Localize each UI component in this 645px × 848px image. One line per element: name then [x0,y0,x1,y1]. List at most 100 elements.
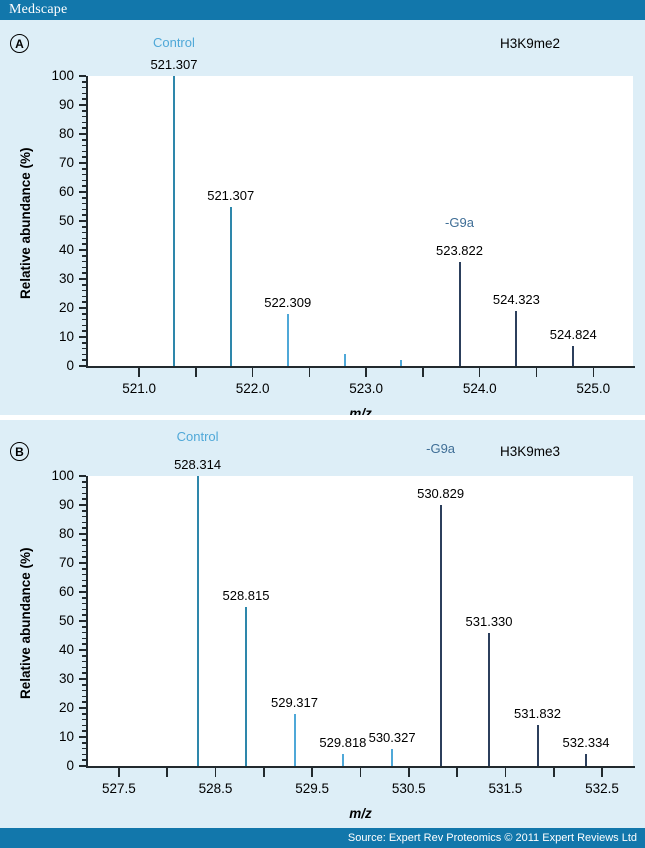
x-axis-tick [118,768,120,777]
x-axis-tick-label: 525.0 [576,381,611,396]
x-axis-tick-label: 523.0 [349,381,384,396]
panel-a-plot-area [88,76,633,366]
y-axis-minor-tick [82,597,86,599]
y-axis-minor-tick [82,544,86,547]
y-axis-minor-tick [82,585,86,587]
y-axis-minor-tick [82,539,86,541]
y-axis-minor-tick [82,481,86,483]
x-axis-tick [214,768,217,777]
spectrum-peak [229,206,232,366]
spectrum-peak [439,505,442,766]
y-axis-minor-tick [82,127,86,129]
y-axis-minor-tick [82,498,86,500]
x-axis-minor-tick [359,768,362,777]
y-axis-minor-tick [82,556,86,558]
y-axis-minor-tick [82,568,86,570]
y-axis-minor-tick [82,353,86,356]
y-axis-minor-tick [82,231,86,234]
y-axis-minor-tick [82,695,86,698]
spectrum-peak [172,76,175,366]
y-axis-tick [79,365,86,367]
y-axis-minor-tick [82,602,86,605]
y-axis-minor-tick [82,515,86,518]
y-axis-title: Relative abundance (%) [18,147,33,299]
x-axis-tick-label: 531.5 [488,781,523,796]
y-axis-tick [79,307,86,309]
y-axis-tick [79,278,86,280]
y-axis-minor-tick [82,492,86,495]
y-axis-tick [79,162,86,164]
y-axis-tick [79,591,86,593]
y-axis-minor-tick [82,724,86,727]
y-axis-tick [79,220,86,222]
peak-label: 522.309 [264,294,312,310]
y-axis-minor-tick [82,301,86,303]
y-axis-minor-tick [82,255,86,257]
x-axis-tick [601,768,603,777]
y-axis-tick-label: 20 [58,300,74,315]
y-axis-tick [79,707,86,709]
y-axis-minor-tick [82,121,86,124]
y-axis-tick-label: 60 [58,184,74,199]
y-axis-minor-tick [82,655,86,657]
y-axis-tick-label: 70 [58,155,74,170]
y-axis-minor-tick [82,214,86,216]
x-axis-tick [311,768,313,777]
y-axis-tick-label: 100 [51,468,74,483]
x-axis-line [86,366,635,368]
peak-label: 524.824 [549,326,597,342]
y-axis-minor-tick [82,672,86,674]
y-axis-minor-tick [82,330,86,332]
y-axis-minor-tick [82,626,86,628]
y-axis-tick [79,336,86,338]
spectrum-peak [488,632,491,766]
x-axis-minor-tick [308,368,311,377]
y-axis-tick-label: 10 [58,329,74,344]
x-axis-tick [365,368,367,377]
y-axis-tick [79,620,86,622]
spectrum-peak [196,476,199,766]
peak-label: 531.832 [514,706,562,722]
y-axis-minor-tick [82,115,86,118]
y-axis-minor-tick [82,179,86,182]
source-footer-bar: Source: Expert Rev Proteomics © 2011 Exp… [0,828,645,848]
y-axis-minor-tick [82,643,86,645]
y-axis-tick-label: 40 [58,242,74,257]
y-axis-minor-tick [82,359,86,361]
y-axis-minor-tick [82,197,86,199]
x-axis-minor-tick [535,368,538,377]
y-axis-minor-tick [82,318,86,321]
y-axis-minor-tick [82,243,86,245]
spectrum-peak [458,261,461,366]
x-axis-minor-tick [422,368,424,377]
y-axis-minor-tick [82,139,86,141]
spectrum-peak [293,713,296,766]
spectrum-peak [286,313,289,366]
x-axis-line [86,766,635,768]
y-axis-minor-tick [82,742,86,744]
y-axis-tick-label: 90 [58,497,74,512]
y-axis-line [86,476,88,768]
peak-label: 524.323 [492,291,540,307]
y-axis-minor-tick [82,510,86,512]
peak-label: 528.815 [222,587,270,603]
y-axis-minor-tick [82,226,86,228]
y-axis-minor-tick [82,313,86,315]
y-axis-tick [79,678,86,680]
y-axis-minor-tick [82,608,86,611]
y-axis-minor-tick [82,527,86,529]
y-axis-minor-tick [82,631,86,634]
y-axis-minor-tick [82,266,86,269]
peak-label: 521.307 [207,187,255,203]
y-axis-minor-tick [82,237,86,240]
y-axis-minor-tick [82,110,86,112]
panel-b-title: H3K9me3 [500,444,561,459]
spectrum-peak [341,754,344,766]
spectrum-peak [572,345,575,366]
y-axis-minor-tick [82,156,86,158]
x-axis-tick-label: 528.5 [198,781,233,796]
y-axis-tick-label: 90 [58,97,74,112]
y-axis-tick-label: 80 [58,526,74,541]
y-axis-minor-tick [82,342,86,344]
spectrum-peak [585,754,588,766]
